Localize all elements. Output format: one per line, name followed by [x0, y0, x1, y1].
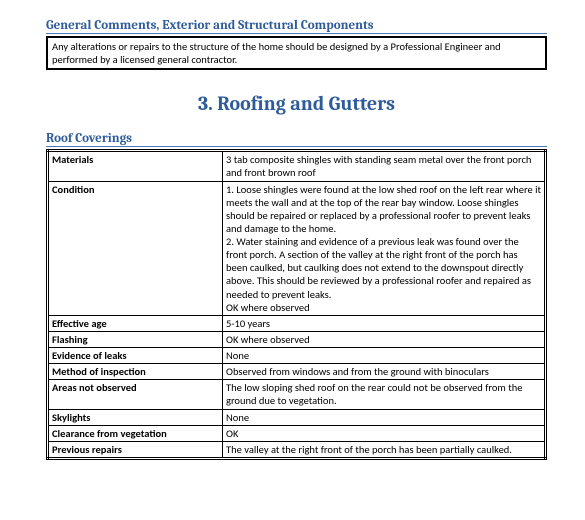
row-value: None: [223, 409, 546, 425]
row-label: Materials: [48, 151, 223, 181]
row-label: Flashing: [48, 331, 223, 347]
row-label: Method of inspection: [48, 364, 223, 380]
row-label: Condition: [48, 181, 223, 315]
chapter-title: 3. Roofing and Gutters: [46, 92, 547, 115]
table-row: Areas not observed The low sloping shed …: [48, 380, 546, 409]
table-row: Previous repairs The valley at the right…: [48, 441, 546, 458]
row-label: Previous repairs: [48, 441, 223, 458]
section-heading-roof-coverings: Roof Coverings: [46, 131, 547, 147]
table-body: Materials 3 tab composite shingles with …: [48, 151, 546, 459]
row-value: 5-10 years: [223, 315, 546, 331]
row-label: Skylights: [48, 409, 223, 425]
row-label: Areas not observed: [48, 380, 223, 409]
row-value: 3 tab composite shingles with standing s…: [223, 151, 546, 181]
row-value: Observed from windows and from the groun…: [223, 364, 546, 380]
table-row: Skylights None: [48, 409, 546, 425]
table-row: Clearance from vegetation OK: [48, 425, 546, 441]
row-label: Effective age: [48, 315, 223, 331]
row-label: Clearance from vegetation: [48, 425, 223, 441]
table-row: Evidence of leaks None: [48, 348, 546, 364]
row-label: Evidence of leaks: [48, 348, 223, 364]
row-value: None: [223, 348, 546, 364]
row-value: OK where observed: [223, 331, 546, 347]
section-heading-general-comments: General Comments, Exterior and Structura…: [46, 18, 547, 34]
row-value: OK: [223, 425, 546, 441]
row-value: The low sloping shed roof on the rear co…: [223, 380, 546, 409]
table-row: Materials 3 tab composite shingles with …: [48, 151, 546, 181]
roof-coverings-table: Materials 3 tab composite shingles with …: [46, 149, 547, 460]
general-comments-box: Any alterations or repairs to the struct…: [46, 36, 547, 70]
page: General Comments, Exterior and Structura…: [0, 0, 585, 470]
row-value: 1. Loose shingles were found at the low …: [223, 181, 546, 315]
table-row: Flashing OK where observed: [48, 331, 546, 347]
table-row: Effective age 5-10 years: [48, 315, 546, 331]
table-row: Method of inspection Observed from windo…: [48, 364, 546, 380]
row-value: The valley at the right front of the por…: [223, 441, 546, 458]
table-row: Condition 1. Loose shingles were found a…: [48, 181, 546, 315]
